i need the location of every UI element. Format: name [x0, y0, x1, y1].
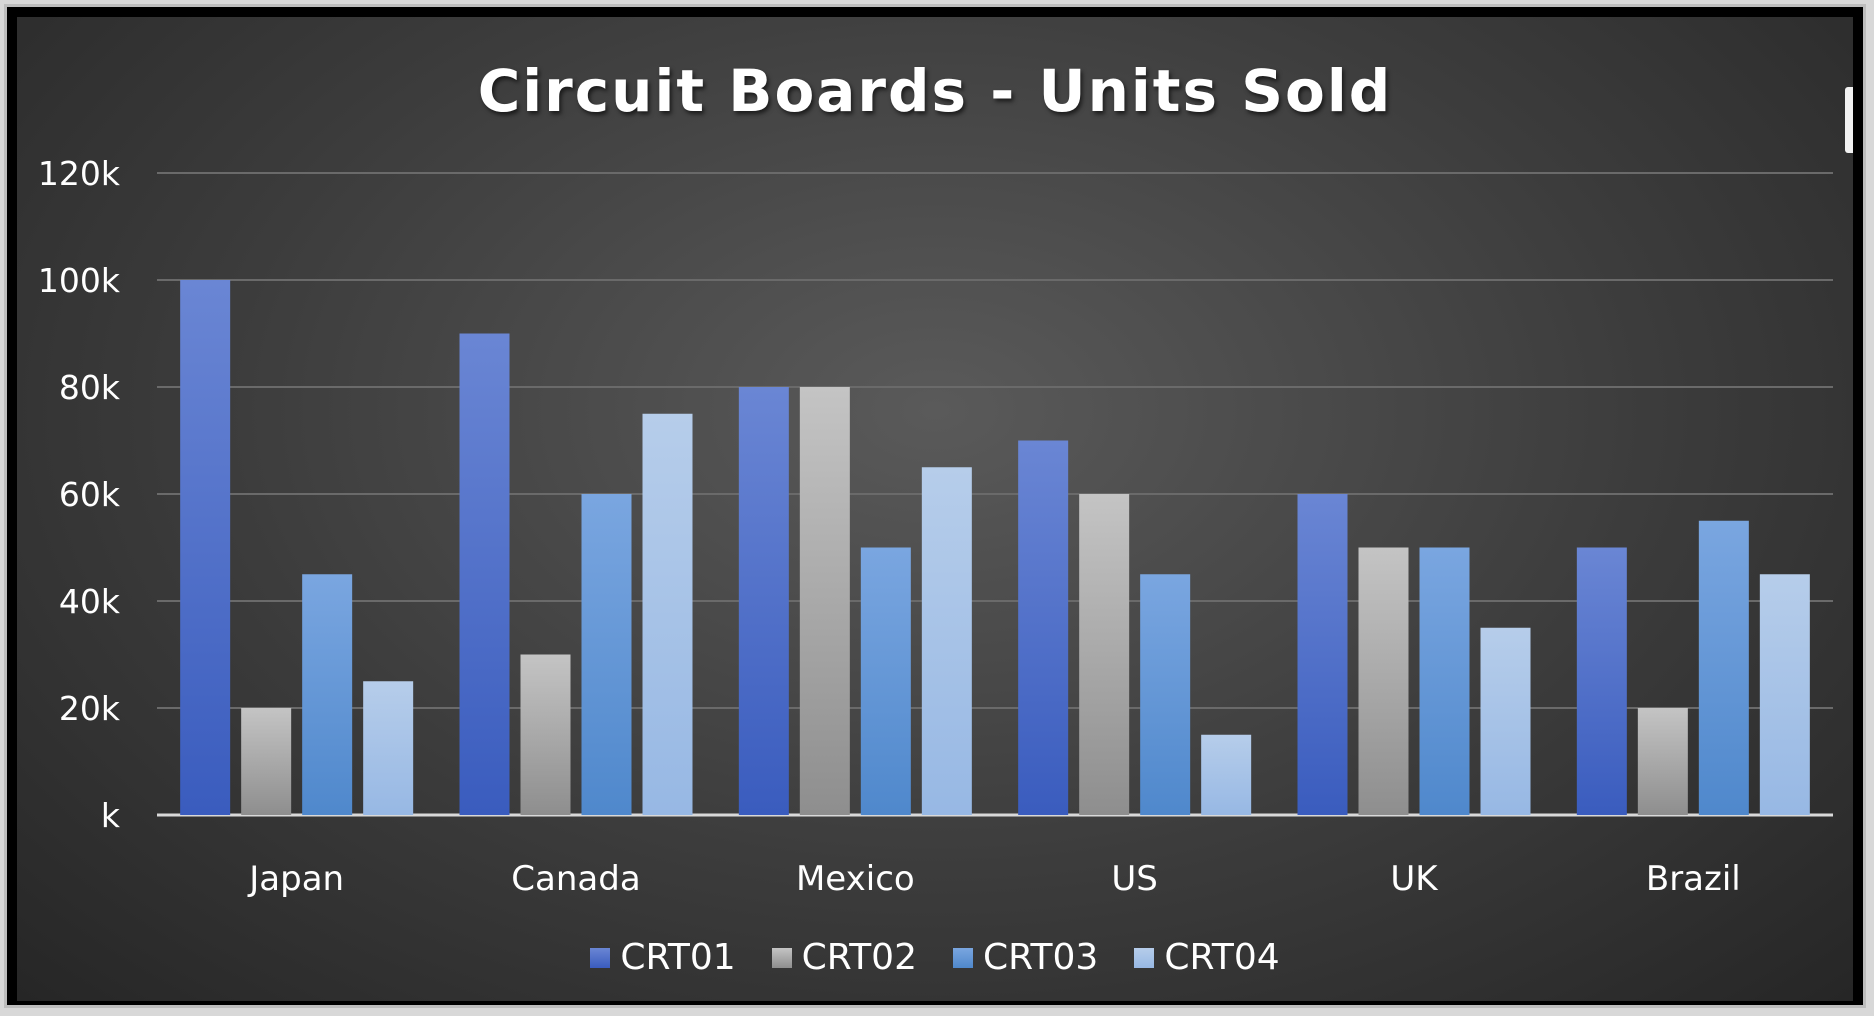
legend-swatch [1134, 947, 1155, 968]
y-tick-label: 100k [38, 261, 121, 300]
plot-area: k 20k 40k 60k 80k 100k 120k Japan Canada Mexico US… [38, 154, 1833, 899]
y-tick-label: 60k [59, 475, 121, 514]
x-category-label: UK [1390, 859, 1439, 899]
y-tick-label: k [101, 796, 121, 835]
bar-crt03-us [1140, 574, 1191, 815]
legend-item-crt03: CRT03 [953, 937, 1098, 978]
bar-crt04-uk [1480, 627, 1531, 815]
legend-item-crt04: CRT04 [1134, 937, 1280, 978]
y-tick-label: 20k [59, 689, 121, 728]
bar-crt01-japan [180, 280, 231, 815]
bar-crt01-us [1018, 440, 1069, 815]
y-tick-label: 40k [59, 582, 121, 621]
legend-label: CRT01 [620, 937, 736, 978]
side-handle [1845, 87, 1853, 153]
x-category-label: Japan [247, 859, 344, 899]
bar-crt02-canada [520, 654, 571, 815]
legend-swatch [590, 947, 611, 968]
chart-frame: Circuit Boards - Units Sold k 20k 40k 60k 80… [4, 4, 1866, 1008]
legend-swatch [953, 947, 973, 968]
bar-crt02-mexico [799, 387, 850, 815]
bar-crt04-mexico [921, 467, 972, 815]
bar-crt04-canada [642, 413, 693, 815]
bar-crt01-mexico [738, 387, 789, 815]
y-tick-label: 80k [59, 368, 121, 407]
x-category-label: Brazil [1646, 859, 1741, 899]
bar-crt01-canada [459, 333, 510, 815]
bar-crt01-uk [1297, 494, 1348, 815]
bar-crt03-mexico [860, 547, 911, 815]
bar-crt04-us [1201, 734, 1252, 815]
bar-crt03-canada [581, 494, 632, 815]
x-category-label: Canada [511, 859, 640, 899]
bar-crt02-japan [241, 708, 292, 815]
bar-crt03-japan [302, 574, 353, 815]
legend-label: CRT03 [983, 937, 1099, 978]
legend-label: CRT02 [801, 937, 917, 978]
legend-item-crt01: CRT01 [590, 937, 736, 978]
bar-crt02-brazil [1637, 708, 1688, 815]
bar-crt02-us [1079, 494, 1130, 815]
bar-crt03-uk [1419, 547, 1470, 815]
legend: CRT01 CRT02 CRT03 CRT04 [17, 937, 1853, 978]
bar-crt02-uk [1358, 547, 1409, 815]
bar-crt01-brazil [1576, 547, 1627, 815]
chart-title: Circuit Boards - Units Sold [477, 57, 1393, 125]
chart-area: Circuit Boards - Units Sold k 20k 40k 60k 80… [17, 17, 1853, 1001]
bar-crt04-japan [363, 681, 414, 815]
legend-item-crt02: CRT02 [771, 937, 917, 978]
legend-swatch [771, 947, 792, 968]
bar-crt03-brazil [1698, 520, 1749, 815]
bar-crt04-brazil [1759, 574, 1810, 815]
legend-label: CRT04 [1164, 937, 1280, 978]
x-category-label: US [1111, 859, 1157, 899]
y-tick-label: 120k [38, 154, 121, 193]
x-category-label: Mexico [796, 859, 915, 899]
